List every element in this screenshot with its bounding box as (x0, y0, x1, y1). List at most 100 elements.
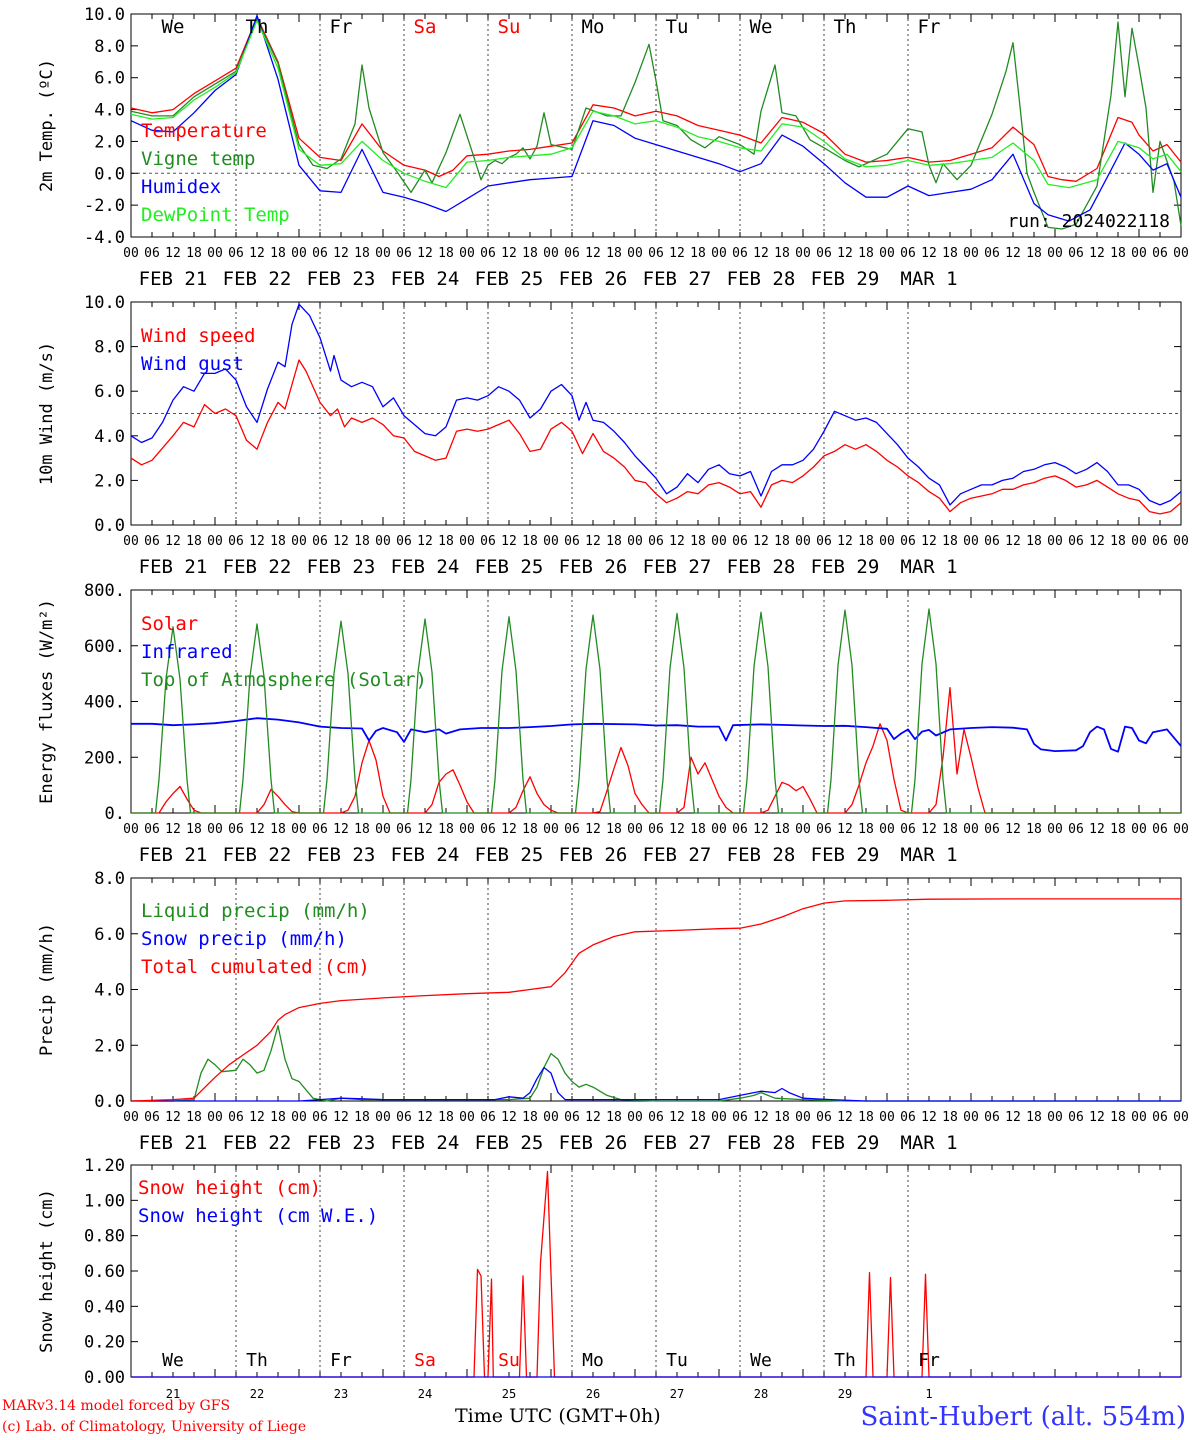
y-tick-label: 2.0 (94, 132, 125, 152)
x-tick-label: 06 (984, 534, 1000, 549)
x-tick-label: 18 (354, 822, 370, 837)
x-tick-label: 12 (585, 1110, 601, 1125)
x-tick-label: 00 (123, 534, 139, 549)
y-tick-label: 2.0 (94, 471, 125, 491)
x-tick-label: 18 (774, 534, 790, 549)
time-axis-label: Time UTC (GMT+0h) (455, 1405, 661, 1427)
x-tick-label: 06 (312, 822, 328, 837)
x-tick-label: 00 (123, 246, 139, 261)
legend-entry: Snow height (cm) (138, 1177, 321, 1199)
x-tick-label: 12 (837, 534, 853, 549)
y-tick-label: 1.20 (84, 1156, 125, 1176)
x-tick-label: 06 (816, 1110, 832, 1125)
series-line-dewpoint-temp (130, 19, 1182, 189)
x-tick-label: 00 (795, 822, 811, 837)
date-label: FEB 25 (475, 268, 544, 290)
x-tick-label: 00 (207, 534, 223, 549)
x-tick-label: 18 (858, 822, 874, 837)
series-line-wind-speed (130, 359, 1182, 515)
y-tick-label: 0.40 (84, 1297, 125, 1317)
y-tick-label: 8.0 (94, 869, 125, 889)
x-tick-label: 12 (501, 822, 517, 837)
x-tick-label: 00 (123, 1110, 139, 1125)
x-tick-label: 18 (270, 822, 286, 837)
x-tick-label: 06 (984, 1110, 1000, 1125)
y-axis-label: 2m Temp. (ºC) (37, 59, 57, 192)
date-label: FEB 21 (139, 268, 208, 290)
date-label: MAR 1 (900, 1132, 957, 1154)
x-tick-label: 12 (249, 246, 265, 261)
x-tick-label: 18 (1110, 822, 1126, 837)
x-tick-label: 00 (459, 534, 475, 549)
y-tick-label: 0.0 (94, 1092, 125, 1112)
x-tick-label: 06 (732, 534, 748, 549)
x-tick-label: 12 (417, 246, 433, 261)
x-tick-label: 06 (144, 822, 160, 837)
x-tick-label: 12 (585, 534, 601, 549)
x-tick-label: 00 (207, 1110, 223, 1125)
series-line-solar (131, 686, 1181, 814)
x-tick-label: 06 (900, 534, 916, 549)
x-tick-label: 18 (186, 246, 202, 261)
y-tick-label: 4.0 (94, 427, 125, 447)
x-tick-label: 06 (648, 534, 664, 549)
panel-0 (130, 13, 1182, 238)
x-tick-label: 06 (228, 822, 244, 837)
x-tick-label: 00 (627, 1110, 643, 1125)
x-tick-label: 00 (375, 534, 391, 549)
x-tick-label: 12 (585, 822, 601, 837)
weekday-label: Th (246, 16, 269, 38)
x-tick-label: 12 (921, 1110, 937, 1125)
x-tick-label: 00 (1131, 822, 1147, 837)
date-label: FEB 23 (307, 844, 376, 866)
x-tick-label: 00 (543, 1110, 559, 1125)
date-label: FEB 26 (559, 556, 628, 578)
x-tick-label: 06 (564, 246, 580, 261)
x-tick-label: 12 (417, 534, 433, 549)
series-line-vigne-temp (130, 18, 1182, 230)
date-label: FEB 24 (391, 1132, 460, 1154)
y-tick-label: 10.0 (84, 293, 125, 313)
x-tick-label: 18 (438, 246, 454, 261)
x-tick-label: 18 (774, 246, 790, 261)
x-tick-label: 06 (984, 246, 1000, 261)
day-number: 23 (334, 1387, 348, 1401)
x-tick-label: 18 (1110, 246, 1126, 261)
date-label: FEB 29 (811, 268, 880, 290)
y-tick-label: 4.0 (94, 981, 125, 1001)
x-tick-label: 06 (228, 246, 244, 261)
x-tick-label: 18 (438, 1110, 454, 1125)
x-tick-label: 06 (648, 1110, 664, 1125)
x-tick-label: 18 (690, 534, 706, 549)
lab-credit: (c) Lab. of Climatology, University of L… (2, 1419, 307, 1435)
x-tick-label: 18 (858, 1110, 874, 1125)
x-tick-label: 18 (354, 534, 370, 549)
x-tick-label: 18 (438, 534, 454, 549)
date-label: FEB 24 (391, 268, 460, 290)
x-tick-label: 12 (165, 1110, 181, 1125)
weekday-label: Th (834, 16, 857, 38)
y-tick-label: 4.0 (94, 101, 125, 121)
x-tick-label: 12 (1089, 822, 1105, 837)
x-tick-label: 12 (921, 822, 937, 837)
legend-entry: Wind speed (141, 325, 255, 347)
x-tick-label: 00 (1131, 246, 1147, 261)
series-line-wind-gust (130, 303, 1182, 506)
x-tick-label: 06 (564, 822, 580, 837)
x-tick-label: 06 (900, 246, 916, 261)
x-tick-label: 18 (354, 246, 370, 261)
x-tick-label: 18 (942, 822, 958, 837)
x-tick-label: 06 (1068, 534, 1084, 549)
day-number: 26 (586, 1387, 600, 1401)
x-tick-label: 12 (1005, 534, 1021, 549)
x-tick-label: 00 (375, 822, 391, 837)
x-tick-label: 18 (942, 246, 958, 261)
y-tick-label: 0.20 (84, 1333, 125, 1353)
legend-entry: Snow height (cm W.E.) (138, 1205, 378, 1227)
date-label: FEB 22 (223, 556, 292, 578)
x-tick-label: 00 (711, 534, 727, 549)
x-tick-label: 00 (711, 246, 727, 261)
x-tick-label: 00 (879, 1110, 895, 1125)
x-tick-label: 00 (963, 534, 979, 549)
